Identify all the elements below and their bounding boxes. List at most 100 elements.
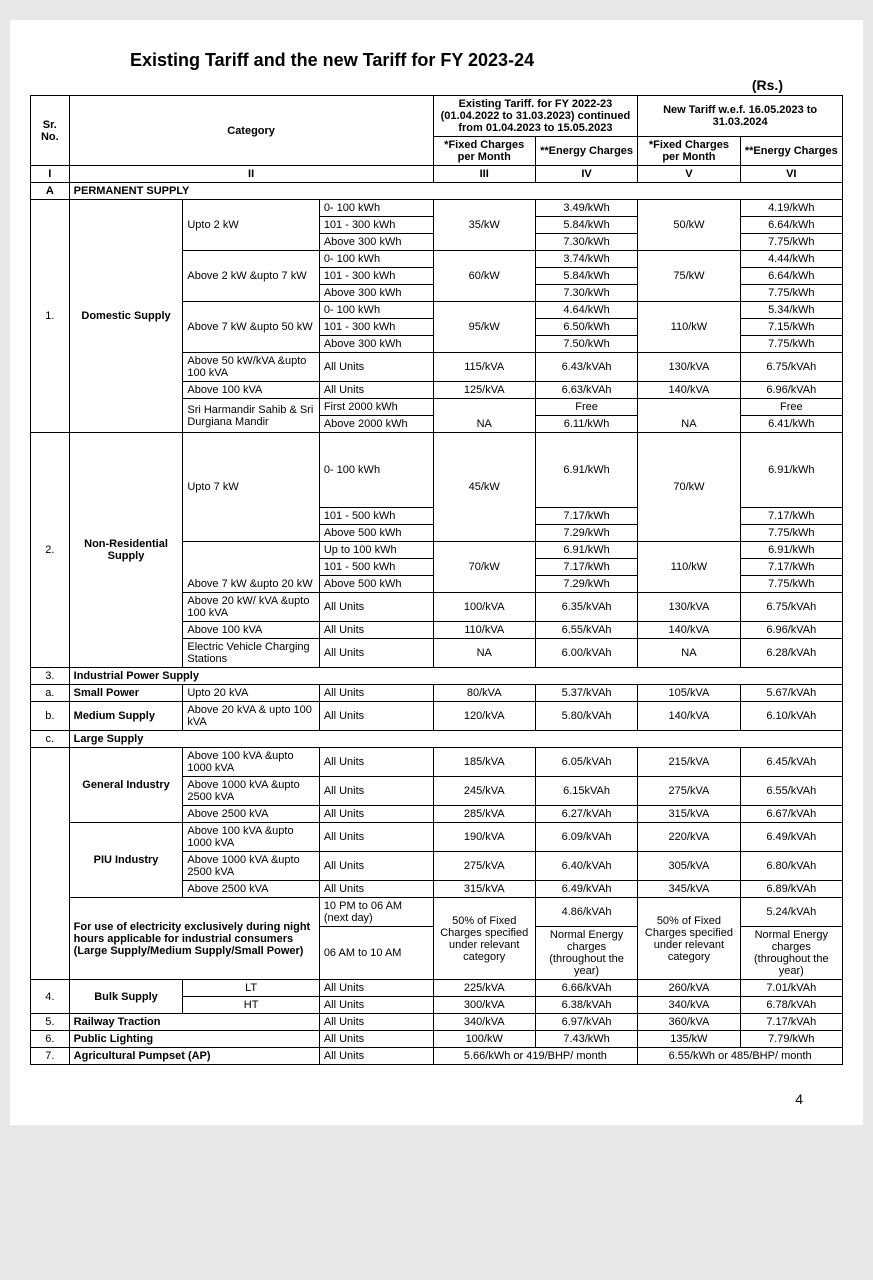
cell: Above 100 kVA &upto 1000 kVA (183, 748, 319, 777)
cell: All Units (319, 748, 433, 777)
document-page: Existing Tariff and the new Tariff for F… (10, 20, 863, 1125)
cell: Above 2500 kVA (183, 881, 319, 898)
cell: 6.49/kVAh (535, 881, 637, 898)
cell: 260/kVA (638, 980, 740, 997)
cell: For use of electricity exclusively durin… (69, 898, 319, 980)
ind-label: Industrial Power Supply (69, 668, 842, 685)
cell: Upto 2 kW (183, 200, 319, 251)
cell: 5.37/kVAh (535, 685, 637, 702)
domestic-sr: 1. (31, 200, 70, 433)
cell: 6.10/kVAh (740, 702, 842, 731)
col-ii: II (69, 166, 433, 183)
cell: All Units (319, 881, 433, 898)
section-a-label: PERMANENT SUPPLY (69, 183, 842, 200)
cell: 275/kVA (433, 852, 535, 881)
cell: 0- 100 kWh (319, 200, 433, 217)
cell: 6.55/kVAh (535, 622, 637, 639)
cell: 6.91/kWh (740, 433, 842, 508)
cell: 305/kVA (638, 852, 740, 881)
cell: 6.28/kVAh (740, 639, 842, 668)
cell: All Units (319, 1031, 433, 1048)
cell: 140/kVA (638, 702, 740, 731)
cell: Small Power (69, 685, 183, 702)
cell: Normal Energy charges (throughout the ye… (535, 927, 637, 980)
cell: NA (638, 639, 740, 668)
cell: 130/kVA (638, 353, 740, 382)
cell: General Industry (69, 748, 183, 823)
cell: 6.00/kVAh (535, 639, 637, 668)
cell: Bulk Supply (69, 980, 183, 1014)
cell: 105/kVA (638, 685, 740, 702)
cell: Above 7 kW &upto 50 kW (183, 302, 319, 353)
cell: 6.75/kVAh (740, 353, 842, 382)
cell: 315/kVA (638, 806, 740, 823)
cell: Normal Energy charges (throughout the ye… (740, 927, 842, 980)
cell: NA (433, 639, 535, 668)
cell: NA (433, 399, 535, 433)
currency-label: (Rs.) (30, 77, 843, 93)
cell: 6.96/kVAh (740, 382, 842, 399)
cell (31, 748, 70, 980)
cell: 6.40/kVAh (535, 852, 637, 881)
cell: 7.30/kWh (535, 234, 637, 251)
cell: 6.11/kWh (535, 416, 637, 433)
cell: 6.43/kVAh (535, 353, 637, 382)
col-v: V (638, 166, 740, 183)
cell: 6. (31, 1031, 70, 1048)
cell: 100/kVA (433, 593, 535, 622)
cell: 130/kVA (638, 593, 740, 622)
cell: Free (535, 399, 637, 416)
cell: LT (183, 980, 319, 997)
cell: 190/kVA (433, 823, 535, 852)
cell: 6.05/kVAh (535, 748, 637, 777)
cell: First 2000 kWh (319, 399, 433, 416)
cell: 6.35/kVAh (535, 593, 637, 622)
cell: Agricultural Pumpset (AP) (69, 1048, 319, 1065)
cell: 6.91/kWh (535, 433, 637, 508)
cell: 0- 100 kWh (319, 433, 433, 508)
cell: 6.41/kWh (740, 416, 842, 433)
cell: 100/kW (433, 1031, 535, 1048)
cell: 215/kVA (638, 748, 740, 777)
hdr-energy-new: **Energy Charges (740, 137, 842, 166)
cell: 225/kVA (433, 980, 535, 997)
page-title: Existing Tariff and the new Tariff for F… (130, 50, 843, 71)
cell: Above 1000 kVA &upto 2500 kVA (183, 852, 319, 881)
cell: 7.01/kVAh (740, 980, 842, 997)
cell: 6.91/kWh (535, 542, 637, 559)
cell: 110/kW (638, 542, 740, 593)
cell: 6.64/kWh (740, 217, 842, 234)
hdr-energy-old: **Energy Charges (535, 137, 637, 166)
cell: 315/kVA (433, 881, 535, 898)
cell: 110/kVA (433, 622, 535, 639)
cell: Free (740, 399, 842, 416)
cell: 6.15kVAh (535, 777, 637, 806)
cell: 7. (31, 1048, 70, 1065)
cell: 101 - 300 kWh (319, 217, 433, 234)
nrs-label: Non-Residential Supply (69, 433, 183, 668)
cell: 7.17/kWh (740, 559, 842, 576)
cell: All Units (319, 806, 433, 823)
cell: 7.43/kWh (535, 1031, 637, 1048)
cell: 7.29/kWh (535, 525, 637, 542)
cell: Railway Traction (69, 1014, 319, 1031)
cell: All Units (319, 353, 433, 382)
cell: 6.38/kVAh (535, 997, 637, 1014)
cell: Medium Supply (69, 702, 183, 731)
cell: Above 100 kVA &upto 1000 kVA (183, 823, 319, 852)
cell: 6.75/kVAh (740, 593, 842, 622)
cell: 140/kVA (638, 622, 740, 639)
hdr-category: Category (69, 96, 433, 166)
cell: Sri Harmandir Sahib & Sri Durgiana Mandi… (183, 399, 319, 433)
cell: 5.80/kVAh (535, 702, 637, 731)
cell: a. (31, 685, 70, 702)
hdr-sr: Sr. No. (31, 96, 70, 166)
cell: All Units (319, 685, 433, 702)
cell: Up to 100 kWh (319, 542, 433, 559)
cell: Above 50 kW/kVA &upto 100 kVA (183, 353, 319, 382)
cell: 80/kVA (433, 685, 535, 702)
cell: 6.45/kVAh (740, 748, 842, 777)
cell: 300/kVA (433, 997, 535, 1014)
cell: 6.55/kVAh (740, 777, 842, 806)
cell: HT (183, 997, 319, 1014)
